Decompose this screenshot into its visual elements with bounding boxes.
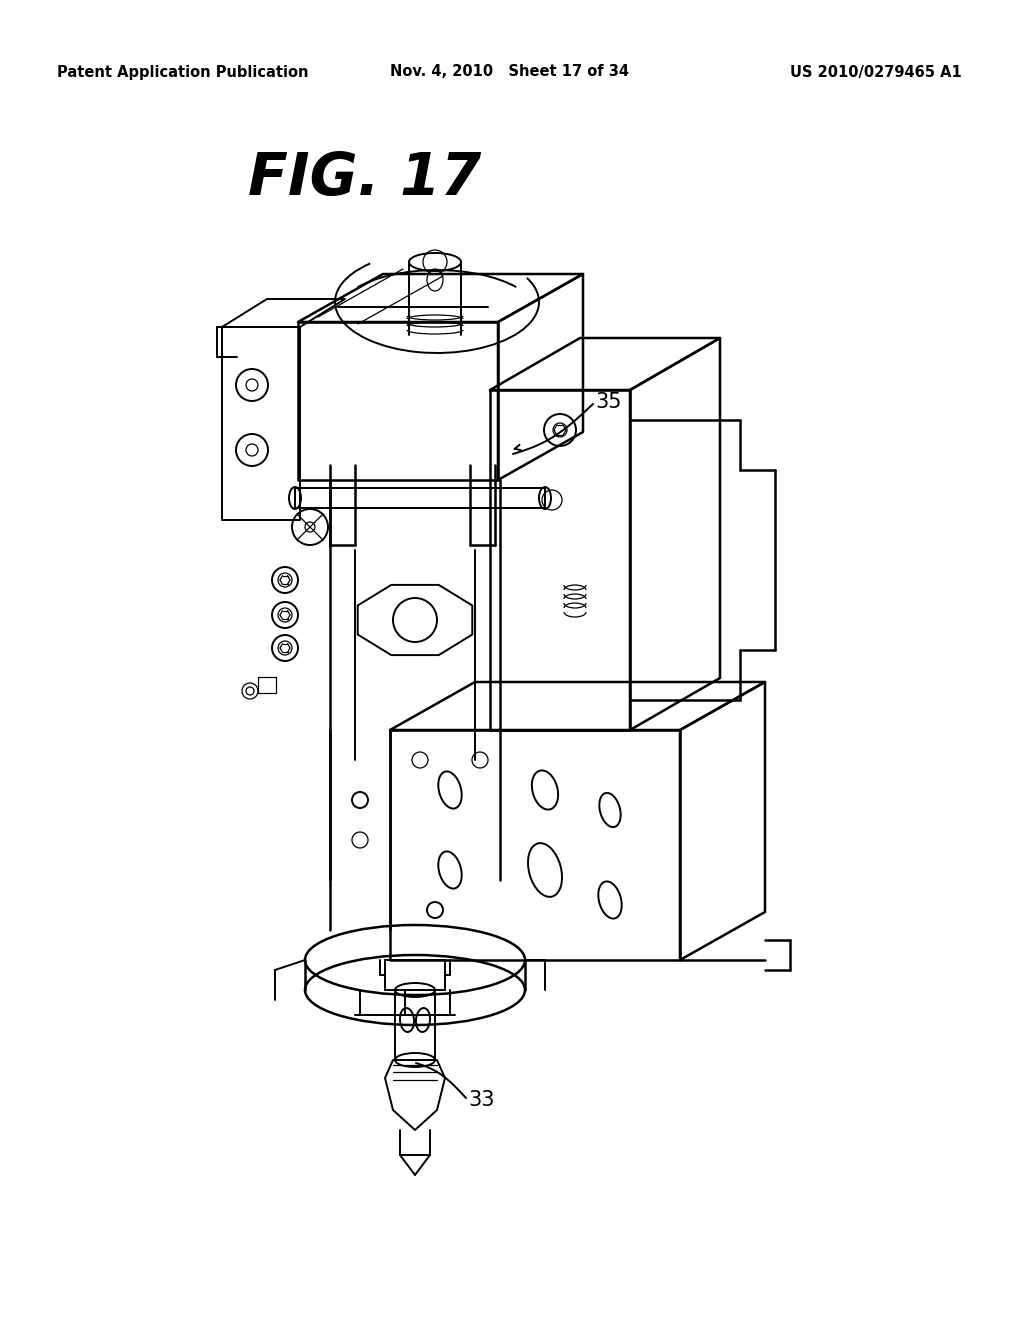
Text: US 2010/0279465 A1: US 2010/0279465 A1	[790, 65, 962, 79]
Text: Patent Application Publication: Patent Application Publication	[57, 65, 308, 79]
Text: 35: 35	[595, 392, 622, 412]
Text: Nov. 4, 2010   Sheet 17 of 34: Nov. 4, 2010 Sheet 17 of 34	[390, 65, 629, 79]
Text: FIG. 17: FIG. 17	[248, 149, 481, 206]
Text: 33: 33	[468, 1090, 495, 1110]
